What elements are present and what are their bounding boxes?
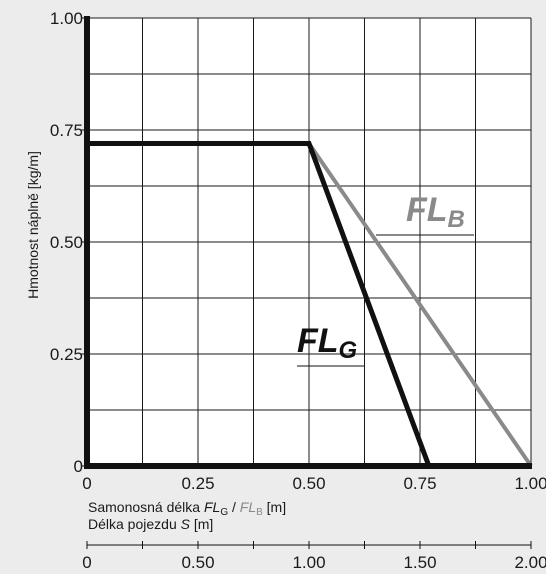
- secondary-x-tick-label: 0.50: [181, 553, 214, 572]
- x-tick-label: 1.00: [514, 474, 546, 493]
- x-tick-label: 0.50: [292, 474, 325, 493]
- x-tick-label: 0.75: [403, 474, 436, 493]
- y-tick-label: 1.00: [50, 9, 83, 28]
- labels: 0 0.25 0.50 0.75 1.00 0 0.25 0.50 0.75 1.00 Hmotno…: [25, 9, 546, 572]
- secondary-x-tick-label: 2.00: [514, 553, 546, 572]
- y-tick-label: 0.25: [50, 345, 83, 364]
- y-tick-label: 0.50: [50, 233, 83, 252]
- series-line-flg: [87, 140, 432, 467]
- secondary-x-tick-label: 1.00: [292, 553, 325, 572]
- series-lines: [87, 140, 533, 468]
- secondary-x-tick-label: 1.50: [403, 553, 436, 572]
- grid: [87, 17, 532, 466]
- y-tick-label: 0: [74, 457, 83, 476]
- x-tick-label: 0.25: [181, 474, 214, 493]
- axes: [81, 16, 532, 549]
- x-axis-title: Samonosná délka FLG / FLB [m]: [88, 499, 286, 518]
- series-label-flb: FLB: [406, 191, 465, 233]
- secondary-x-tick-label: 0: [82, 553, 91, 572]
- x-tick-label: 0: [82, 474, 91, 493]
- x-axis-title-secondary: Délka pojezdu S [m]: [88, 516, 213, 532]
- y-axis-title: Hmotnost náplně [kg/m]: [25, 151, 41, 299]
- y-tick-label: 0.75: [50, 121, 83, 140]
- series-label-flg: FLG: [297, 322, 357, 364]
